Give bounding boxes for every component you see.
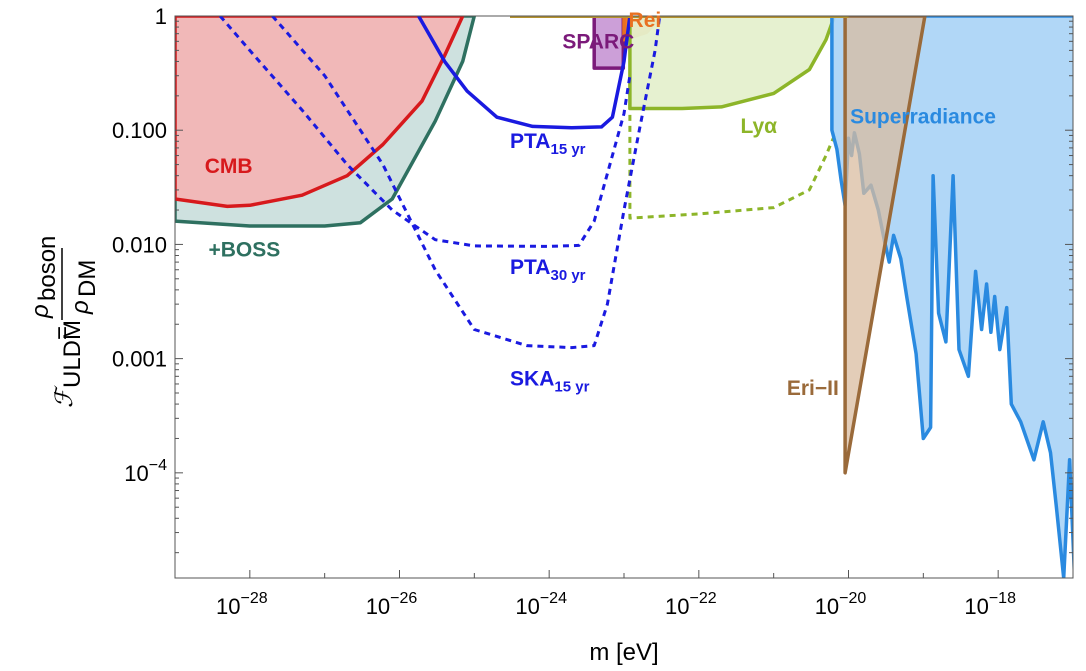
plot-area	[175, 16, 1073, 578]
y-title-prefix: ℱ	[51, 385, 78, 408]
y-title-numerator-sub: boson	[34, 236, 61, 301]
region-sparc	[592, 16, 626, 70]
y-title-prefix-sub: ULDM	[59, 320, 86, 388]
y-tick-label: 0.100	[112, 118, 167, 143]
y-tick-label: 0.001	[112, 347, 167, 372]
y-title-numerator: ρ	[27, 304, 54, 319]
region-pta-30-yr	[218, 16, 632, 248]
y-tick-label: 10−4	[124, 457, 167, 486]
region-ly	[628, 16, 837, 111]
x-axis-title: m [eV]	[589, 639, 658, 666]
x-tick-label: 10−24	[515, 590, 567, 619]
label-superradiance: Superradiance	[850, 105, 996, 128]
label-rei: Rei	[629, 9, 662, 32]
x-tick-label: 10−22	[665, 590, 717, 619]
x-tick-label: 10−28	[216, 590, 268, 619]
y-title-equals: =	[49, 326, 76, 340]
region-pta-15-yr	[417, 16, 632, 130]
label-pta-30-yr: PTA30 yr	[510, 256, 586, 284]
y-title-denominator-sub: DM	[74, 260, 101, 297]
y-tick-label: 1	[155, 4, 167, 29]
label-eri-ii: Eri−II	[787, 377, 839, 400]
label-pta-15-yr: PTA15 yr	[510, 130, 586, 158]
x-tick-label: 10−20	[815, 590, 867, 619]
label-cmb: CMB	[205, 155, 253, 178]
label-boss: +BOSS	[208, 239, 280, 262]
x-tick-label: 10−26	[366, 590, 418, 619]
y-title-denominator: ρ	[67, 300, 94, 315]
y-tick-label: 0.010	[112, 232, 167, 257]
region-eri-ii	[843, 16, 927, 475]
y-axis-title: ℱ ULDM = ρ boson ρ DM	[27, 236, 101, 408]
region-ly-projection	[628, 103, 836, 220]
region-cmb	[175, 16, 465, 209]
label-ly: Lyα	[740, 115, 777, 138]
label-ska-15-yr: SKA15 yr	[510, 368, 590, 396]
region-ska-15-yr	[271, 16, 662, 350]
label-sparc: SPARC	[562, 30, 634, 53]
x-tick-label: 10−18	[964, 590, 1016, 619]
tick-marks: 10−28 10−26 10−24 10−22 10−20 10−18 1 0.100 0.01…	[112, 4, 1074, 619]
axis-labels: m [eV] ℱ ULDM = ρ boson ρ DM	[27, 236, 659, 666]
